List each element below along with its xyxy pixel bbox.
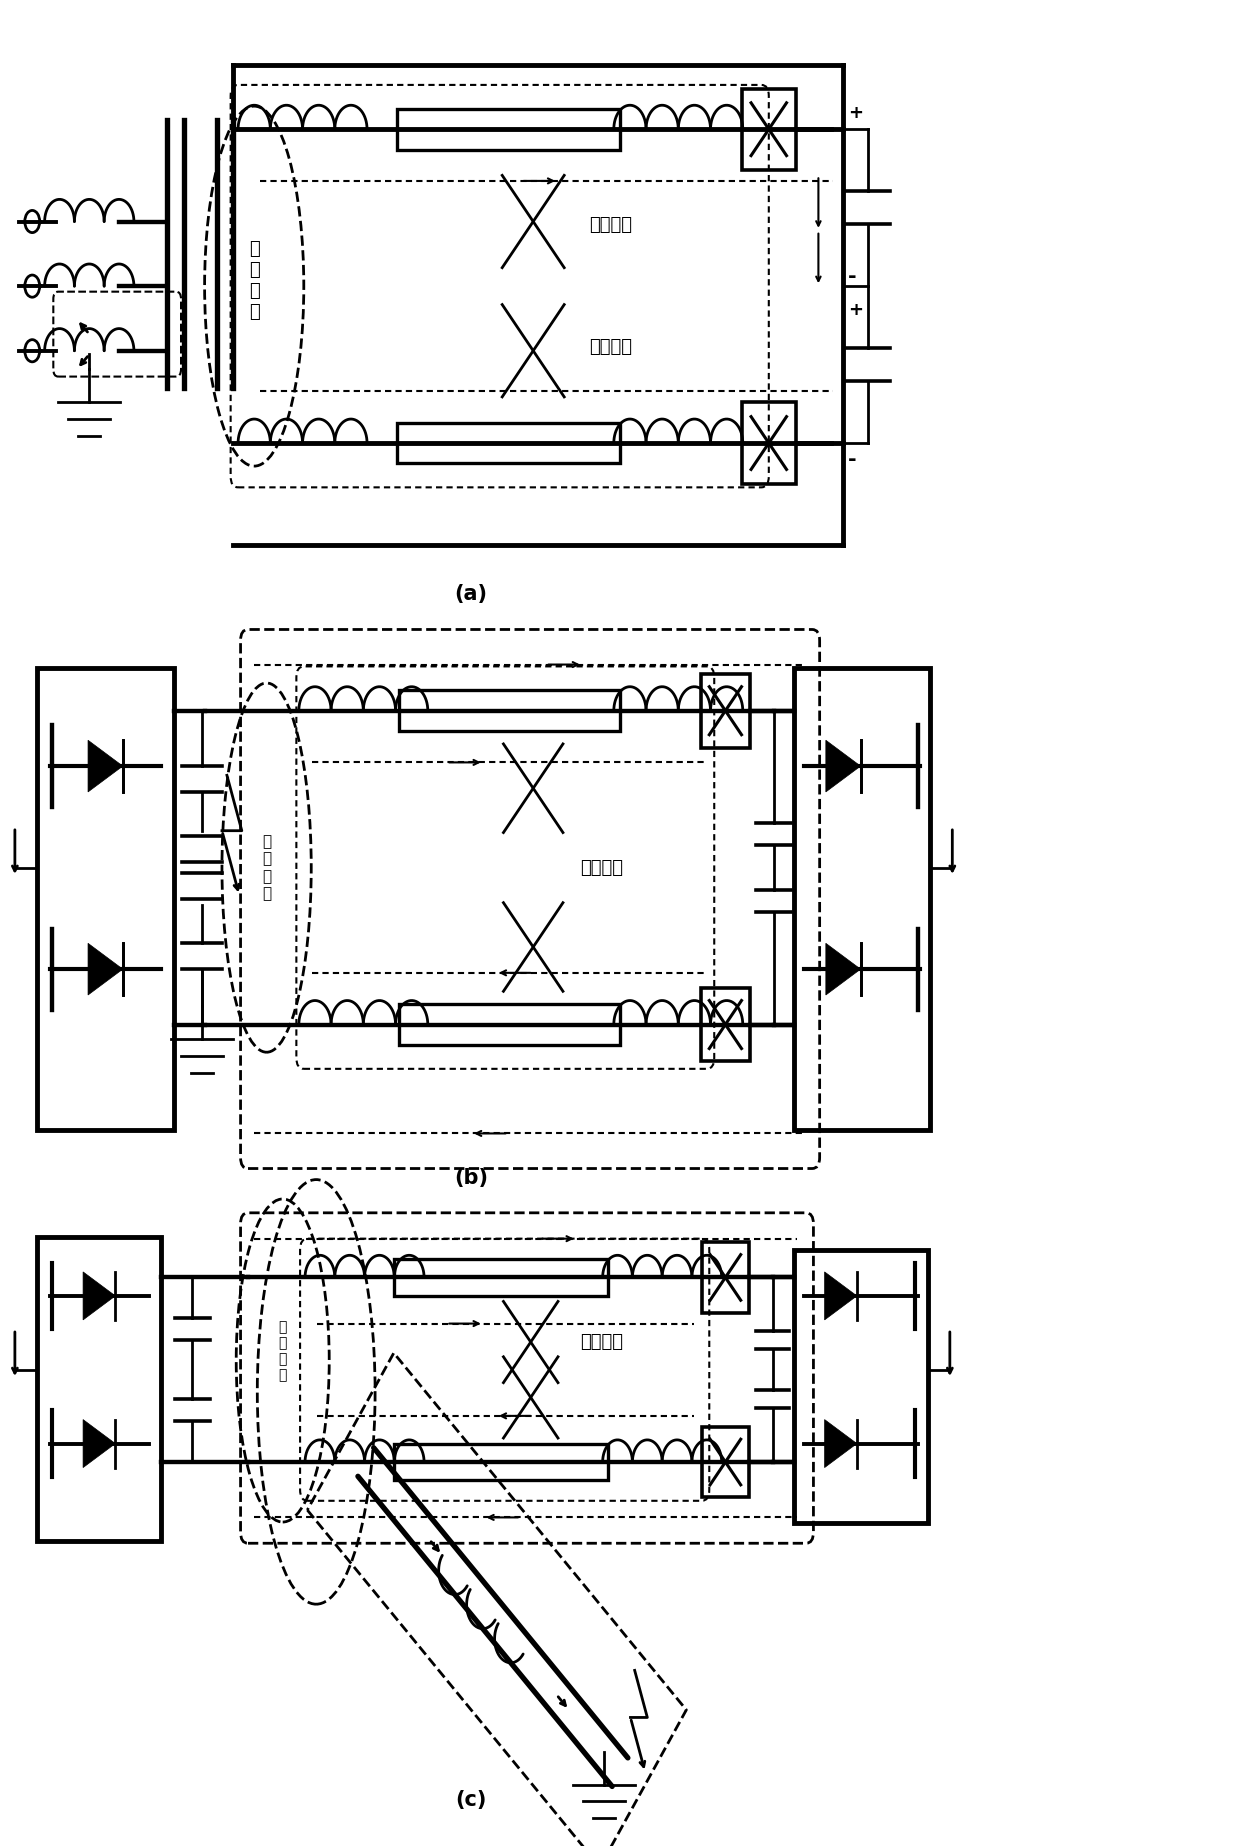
- Bar: [742, 402, 796, 484]
- Polygon shape: [83, 1272, 115, 1320]
- Bar: [397, 423, 620, 463]
- Text: 高
频
边
界: 高 频 边 界: [262, 834, 272, 901]
- Text: 高频分量: 高频分量: [580, 1333, 624, 1351]
- Polygon shape: [88, 740, 123, 792]
- Text: 高
频
边
界: 高 频 边 界: [249, 240, 259, 321]
- Polygon shape: [83, 1420, 115, 1468]
- Bar: [702, 1242, 749, 1313]
- Bar: [399, 690, 620, 731]
- Text: 高
频
边
界: 高 频 边 界: [279, 1320, 286, 1383]
- Text: (c): (c): [455, 1791, 487, 1809]
- Bar: [37, 1237, 161, 1541]
- Bar: [794, 1250, 928, 1523]
- Polygon shape: [826, 740, 861, 792]
- Text: +: +: [848, 301, 863, 319]
- Bar: [702, 1427, 749, 1497]
- Polygon shape: [825, 1420, 857, 1468]
- Text: 高频分量: 高频分量: [589, 338, 632, 356]
- Bar: [394, 1259, 608, 1296]
- Text: +: +: [848, 103, 863, 122]
- Bar: [397, 109, 620, 150]
- Bar: [399, 1004, 620, 1045]
- Text: -: -: [848, 450, 857, 471]
- Polygon shape: [825, 1272, 857, 1320]
- Bar: [37, 668, 174, 1130]
- Text: 高频分量: 高频分量: [580, 858, 624, 877]
- Text: 高频分量: 高频分量: [589, 216, 632, 234]
- Bar: [701, 988, 750, 1061]
- Text: -: -: [848, 268, 857, 286]
- Bar: [794, 668, 930, 1130]
- Text: (a): (a): [455, 585, 487, 604]
- Bar: [701, 674, 750, 748]
- Text: (b): (b): [454, 1169, 489, 1187]
- Bar: [394, 1444, 608, 1480]
- Bar: [742, 89, 796, 170]
- Polygon shape: [88, 943, 123, 995]
- Polygon shape: [826, 943, 861, 995]
